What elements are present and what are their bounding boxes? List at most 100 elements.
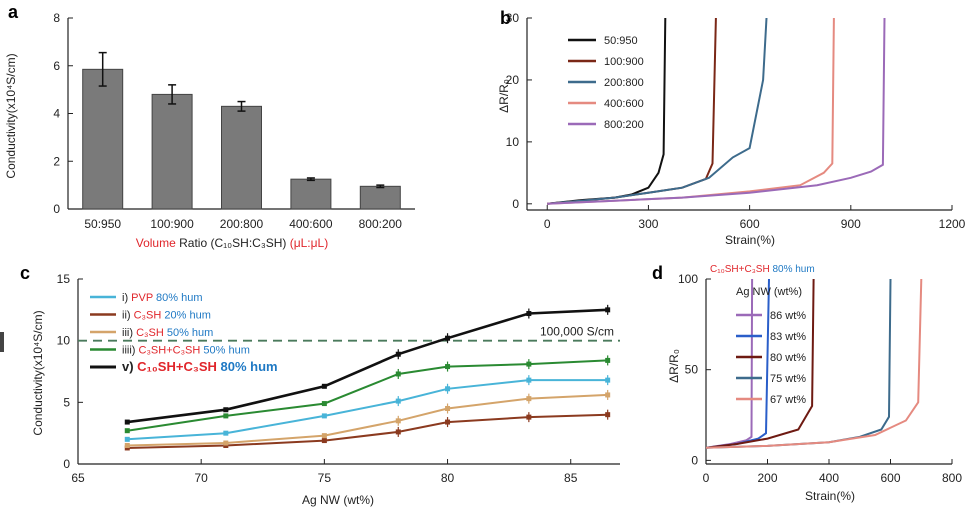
- panel-c-legend-label-part-0: C₃SH: [136, 327, 164, 339]
- panel-c-y-tick-label: 15: [57, 272, 71, 286]
- panel-c-data-point: [321, 433, 327, 439]
- panel-d-legend-label: 75 wt%: [770, 373, 806, 385]
- panel-c-legend-label: iii) C₃SH 50% hum: [122, 327, 213, 339]
- panel-c-data-point: [124, 428, 130, 434]
- panel-b-legend-label: 50:950: [604, 35, 638, 47]
- panel-c-x-label: Ag NW (wt%): [302, 493, 374, 507]
- panel-d-x-label: Strain(%): [805, 489, 855, 503]
- panel-a-x-label-part-0: Volume: [136, 236, 176, 250]
- panel-d-x-tick-label: 600: [880, 471, 900, 485]
- panel-c-data-point: [321, 383, 327, 389]
- panel-c-legend-label-part-0: C₃SH: [134, 310, 162, 322]
- panel-a-bar: [82, 68, 124, 210]
- panel-d-y-tick-label: 50: [685, 363, 699, 377]
- panel-a-x-label-part-1: Ratio (C₁₀SH:C₃SH): [176, 236, 290, 250]
- panel-d-x-tick-label: 800: [942, 471, 962, 485]
- panel-d-series-line: [706, 279, 754, 449]
- panel-a-x-label-part-2: (μL:μL): [290, 236, 329, 250]
- panel-c-legend-label-part-1: 80% hum: [217, 359, 278, 374]
- panel-a-y-tick-label: 0: [53, 202, 60, 216]
- panel-a-bar: [359, 185, 401, 210]
- panel-a-bar: [151, 93, 193, 210]
- panel-b-y-tick-label: 30: [506, 11, 520, 25]
- panel-d-title: C₁₀SH+C₃SH 80% hum: [710, 264, 815, 275]
- panel-c-y-label: Conductivity(x10⁴S/cm): [31, 310, 45, 435]
- panel-b-legend-label: 400:600: [604, 98, 644, 110]
- panel-c-data-point: [321, 413, 327, 419]
- panel-b-y-label: ΔR/R₀: [497, 79, 511, 113]
- panel-c-legend-label-part-1: 50% hum: [200, 345, 250, 357]
- panel-c-data-point: [223, 407, 229, 413]
- panel-c-data-point: [223, 413, 229, 419]
- panel-b-y-tick-label: 20: [506, 73, 520, 87]
- panel-d-line-chart: d ΔR/R₀ Strain(%) 0 50 100 0 200 400 600 800 86 …: [652, 263, 962, 503]
- panel-d-series-line: [706, 279, 770, 449]
- panel-d-legend-label: 83 wt%: [770, 331, 806, 343]
- panel-c-legend-label: v) C₁₀SH+C₃SH 80% hum: [122, 359, 278, 374]
- panel-c-legend-index: iiii): [122, 345, 139, 357]
- panel-d-legend-label: 86 wt%: [770, 310, 806, 322]
- panel-c-data-point: [321, 438, 327, 444]
- panel-c-y-tick-label: 0: [63, 457, 70, 471]
- panel-b-y-tick-label: 10: [506, 135, 520, 149]
- panel-c-data-point: [321, 401, 327, 407]
- panel-d-legend-label: 67 wt%: [770, 394, 806, 406]
- panel-c-x-tick-label: 80: [441, 471, 455, 485]
- panel-c-legend-label: i) PVP 80% hum: [122, 292, 203, 304]
- panel-c-legend-index: ii): [122, 310, 134, 322]
- panel-b-x-label: Strain(%): [725, 233, 775, 247]
- panel-b-x-tick-label: 600: [740, 217, 760, 231]
- panel-a-bar: [221, 105, 262, 210]
- panel-b-legend-label: 200:800: [604, 77, 644, 89]
- panel-a-x-tick-label: 200:800: [220, 217, 264, 231]
- panel-d-letter: d: [652, 263, 663, 283]
- panel-c-legend-label-part-1: 80% hum: [153, 292, 203, 304]
- panel-a-x-tick-label: 400:600: [289, 217, 333, 231]
- panel-c-x-tick-label: 70: [195, 471, 209, 485]
- panel-b-series-line: [547, 18, 835, 205]
- panel-b-x-tick-label: 300: [638, 217, 658, 231]
- panel-c-legend-label-part-0: C₃SH+C₃SH: [139, 345, 201, 357]
- panel-d-title-part-0: C₁₀SH+C₃SH: [710, 264, 770, 275]
- panel-c-line-chart: c Conductivity(x10⁴S/cm) Ag NW (wt%) 0 5 1…: [0, 263, 620, 507]
- panel-c-data-point: [124, 436, 130, 442]
- panel-c-x-tick-label: 65: [71, 471, 85, 485]
- panel-b-letter: b: [500, 8, 511, 28]
- panel-b-series-line: [547, 18, 886, 205]
- panel-a-bar-chart: a Conductivity(x10⁴S/cm) Volume Ratio (C…: [4, 2, 415, 250]
- panel-c-series-line: [127, 379, 608, 441]
- panel-c-data-point: [223, 440, 229, 446]
- panel-a-y-tick-label: 2: [53, 154, 60, 168]
- panel-d-series-line: [706, 279, 923, 449]
- panel-c-legend-label-part-1: 50% hum: [164, 327, 214, 339]
- panel-a-x-label: Volume Ratio (C₁₀SH:C₃SH) (μL:μL): [136, 236, 328, 250]
- panel-c-legend-label: iiii) C₃SH+C₃SH 50% hum: [122, 345, 250, 357]
- panel-c-legend-label-part-1: 20% hum: [161, 310, 211, 322]
- panel-a-y-label: Conductivity(x10⁴S/cm): [4, 53, 18, 178]
- panel-d-y-tick-label: 100: [678, 272, 698, 286]
- panel-a-y-tick-label: 8: [53, 11, 60, 25]
- panel-a-bar: [290, 178, 332, 210]
- panel-c-legend-index: iii): [122, 327, 136, 339]
- panel-c-data-point: [124, 443, 130, 448]
- panel-d-series-line: [706, 279, 815, 449]
- panel-a-x-tick-label: 800:200: [359, 217, 403, 231]
- panel-d-legend-label: 80 wt%: [770, 352, 806, 364]
- panel-c-y-tick-label: 5: [63, 395, 70, 409]
- panel-d-y-tick-label: 0: [691, 453, 698, 467]
- panel-b-legend-label: 100:900: [604, 56, 644, 68]
- panel-d-x-tick-label: 0: [703, 471, 710, 485]
- panel-c-legend-label: ii) C₃SH 20% hum: [122, 310, 211, 322]
- panel-c-x-tick-label: 75: [318, 471, 332, 485]
- panel-a-y-tick-label: 4: [53, 107, 60, 121]
- panel-d-x-tick-label: 200: [757, 471, 777, 485]
- panel-b-x-tick-label: 0: [544, 217, 551, 231]
- panel-b-x-tick-label: 900: [841, 217, 861, 231]
- panel-c-legend-index: i): [122, 292, 131, 304]
- panel-c-data-point: [223, 430, 229, 436]
- panel-b-series-line: [547, 18, 768, 205]
- panel-c-x-tick-label: 85: [564, 471, 578, 485]
- panel-c-legend-label-part-0: PVP: [131, 292, 153, 304]
